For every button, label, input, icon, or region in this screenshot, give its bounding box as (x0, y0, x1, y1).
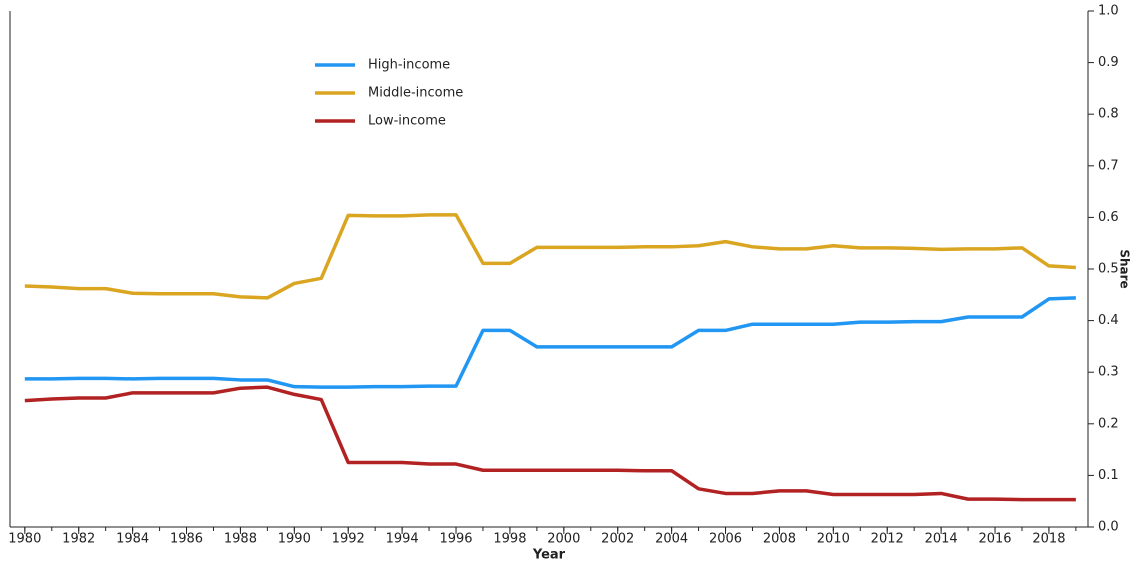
y-tick-label: 0.0 (1098, 520, 1119, 535)
x-tick-label: 1988 (224, 532, 257, 547)
y-tick-label: 0.2 (1098, 416, 1119, 431)
x-tick-label: 2012 (871, 532, 904, 547)
x-tick-label: 2016 (978, 532, 1011, 547)
x-tick-label: 1996 (439, 532, 472, 547)
y-tick-label: 0.5 (1098, 262, 1119, 277)
x-tick-label: 1986 (170, 532, 203, 547)
y-tick-label: 0.3 (1098, 365, 1119, 380)
x-tick-label: 2002 (601, 532, 634, 547)
line-series (24, 385, 1076, 502)
y-tick-label: 0.7 (1098, 158, 1119, 173)
y-tick-label: 0.8 (1098, 107, 1119, 122)
legend-label: Middle-income (368, 86, 463, 101)
x-tick-label: 2008 (763, 532, 796, 547)
y-axis-label: Share (1118, 249, 1132, 288)
x-axis-label: Year (532, 548, 566, 563)
line-series (24, 296, 1076, 389)
x-tick-label: 2018 (1032, 532, 1065, 547)
y-tick-label: 0.6 (1098, 210, 1119, 225)
x-tick-label: 1998 (493, 532, 526, 547)
x-tick-label: 2006 (709, 532, 742, 547)
x-tick-label: 1984 (116, 532, 149, 547)
y-tick-label: 0.1 (1098, 468, 1119, 483)
x-tick-label: 1982 (62, 532, 95, 547)
x-tick-label: 2010 (817, 532, 850, 547)
legend-label: Low-income (368, 114, 446, 129)
x-tick-label: 2004 (655, 532, 688, 547)
y-tick-label: 0.9 (1098, 55, 1119, 70)
legend-label: High-income (368, 58, 450, 73)
line-series (24, 213, 1076, 300)
x-tick-label: 1990 (278, 532, 311, 547)
x-tick-label: 1992 (332, 532, 365, 547)
y-tick-label: 1.0 (1098, 4, 1119, 19)
x-tick-label: 2000 (547, 532, 580, 547)
x-tick-label: 1994 (386, 532, 419, 547)
x-tick-label: 1980 (8, 532, 41, 547)
y-tick-label: 0.4 (1098, 313, 1119, 328)
x-tick-label: 2014 (925, 532, 958, 547)
